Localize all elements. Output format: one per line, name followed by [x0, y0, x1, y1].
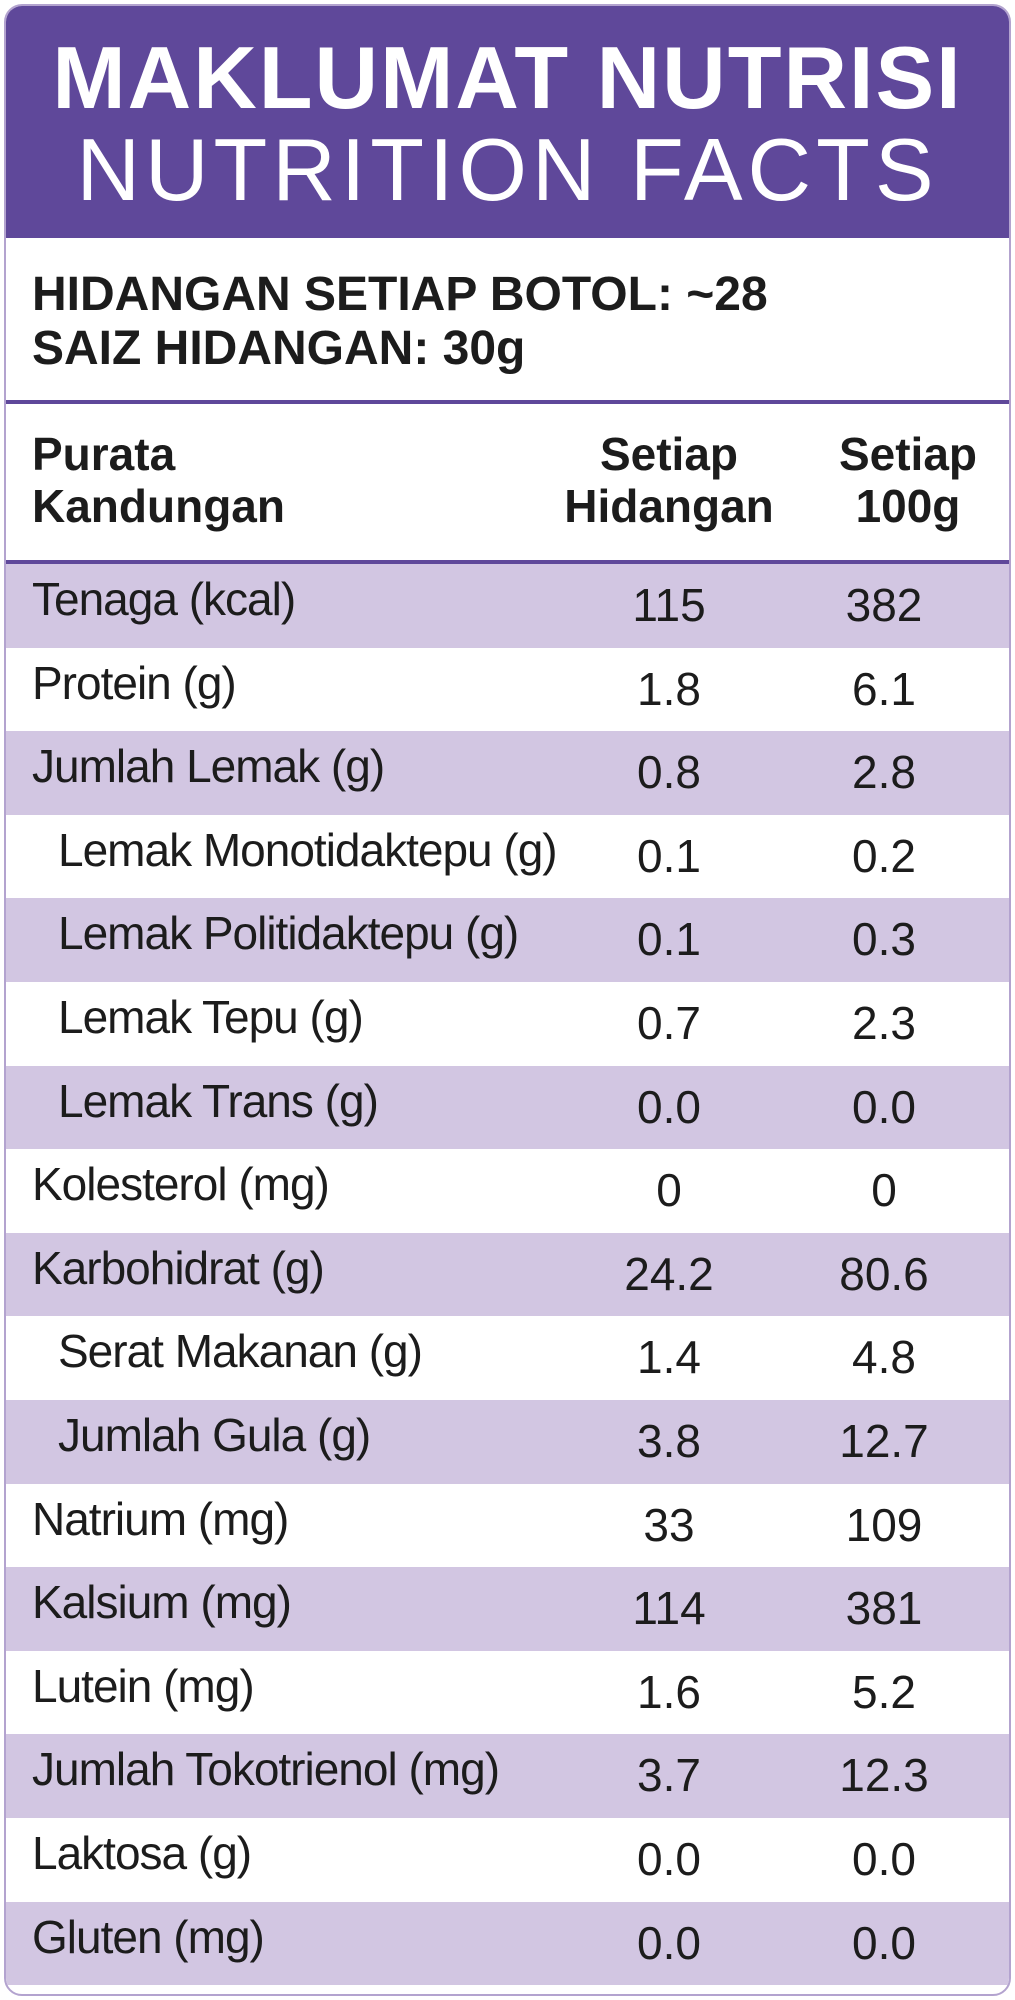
nutrient-name: Natrium (mg)	[32, 1492, 289, 1545]
table-row: Lemak Tepu (g) 0.7 2.3	[6, 982, 1009, 1066]
table-row: Lemak Monotidaktepu (g) 0.1 0.2	[6, 815, 1009, 899]
table-row: Jumlah Lemak (g) 0.8 2.8	[6, 731, 1009, 815]
serving-size: SAIZ HIDANGAN: 30g	[32, 322, 526, 375]
per-serving-value: 114	[632, 1582, 706, 1635]
nutrient-name: Kalsium (mg)	[32, 1576, 292, 1629]
title-english: NUTRITION FACTS	[76, 120, 939, 219]
table-row: Karbohidrat (g) 24.2 80.6	[6, 1232, 1009, 1317]
per-serving-value: 0.8	[637, 746, 701, 799]
per-serving-value: 0.0	[637, 1080, 701, 1133]
table-row: Natrium (mg) 33 109	[6, 1484, 1009, 1568]
table-row: Jumlah Gula (g) 3.8 12.7	[6, 1399, 1009, 1484]
table-row: Laktosa (g) 0.0 0.0	[6, 1818, 1009, 1902]
nutrient-name: Laktosa (g)	[32, 1826, 252, 1879]
table-row: Protein (g) 1.8 6.1	[6, 648, 1009, 732]
per-100g-value: 0.2	[852, 829, 916, 882]
nutrient-name: Karbohidrat (g)	[32, 1241, 325, 1294]
table-row: Serat Makanan (g) 1.4 4.8	[6, 1316, 1009, 1400]
table-row: Lutein (mg) 1.6 5.2	[6, 1651, 1009, 1735]
per-100g-value: 381	[845, 1582, 923, 1635]
title-banner: MAKLUMAT NUTRISI NUTRITION FACTS	[6, 6, 1009, 238]
nutrient-name: Jumlah Tokotrienol (mg)	[32, 1743, 500, 1796]
per-serving-line1: Setiap	[599, 428, 739, 480]
nutrient-name: Serat Makanan (g)	[58, 1325, 423, 1378]
per-serving-value: 0.0	[637, 1916, 701, 1969]
table-row: Lemak Politidaktepu (g) 0.1 0.3	[6, 898, 1009, 982]
nutrient-name: Lemak Trans (g)	[58, 1074, 379, 1127]
per-100g-value: 2.3	[852, 996, 916, 1049]
nutrient-name: Lemak Politidaktepu (g)	[58, 907, 519, 960]
nutrient-name: Gluten (mg)	[32, 1910, 265, 1963]
per-serving-value: 0.1	[637, 829, 701, 882]
column-header-label: Purata Kandungan	[32, 428, 285, 532]
per-serving-value: 0.0	[637, 1832, 701, 1885]
per-serving-value: 115	[632, 579, 706, 631]
per-100g-value: 5.2	[852, 1665, 916, 1718]
column-header: Purata Kandungan Setiap Hidangan Setiap …	[6, 404, 1009, 564]
title-malay: MAKLUMAT NUTRISI	[52, 28, 963, 127]
per-100g-value: 0.0	[852, 1916, 916, 1969]
table-row: Kolesterol (mg) 0 0	[6, 1149, 1009, 1233]
table-row: Gluten (mg) 0.0 0.0	[6, 1901, 1009, 1986]
nutrient-name: Lemak Monotidaktepu (g)	[58, 823, 558, 876]
nutrient-name: Tenaga (kcal)	[32, 573, 296, 625]
per-100g-value: 80.6	[839, 1247, 929, 1300]
nutrient-table: Tenaga (kcal) 115 382 Protein (g) 1.8 6.…	[6, 564, 1009, 1986]
per-serving-value: 3.7	[637, 1749, 701, 1802]
per-100g-value: 4.8	[852, 1331, 916, 1384]
per-serving-value: 33	[643, 1498, 695, 1551]
nutrient-name: Lutein (mg)	[32, 1659, 255, 1712]
per-100g-value: 109	[845, 1498, 923, 1551]
column-label-line1: Purata	[32, 428, 176, 480]
per-serving-value: 0.1	[637, 913, 701, 966]
per-100g-value: 0.0	[852, 1832, 916, 1885]
column-header-per-100g: Setiap 100g	[810, 428, 1006, 532]
per-100g-value: 0.3	[852, 913, 916, 966]
per-serving-line2: Hidangan	[564, 480, 774, 532]
table-row: Jumlah Tokotrienol (mg) 3.7 12.3	[6, 1734, 1009, 1818]
per-serving-value: 1.6	[637, 1665, 701, 1718]
table-row: Lemak Trans (g) 0.0 0.0	[6, 1065, 1009, 1150]
table-row: Tenaga (kcal) 115 382	[6, 564, 1009, 648]
per-serving-value: 24.2	[624, 1247, 714, 1300]
per-100g-value: 382	[845, 579, 923, 631]
nutrient-name: Protein (g)	[32, 656, 237, 709]
serving-info: HIDANGAN SETIAP BOTOL: ~28 SAIZ HIDANGAN…	[6, 238, 1009, 404]
per-100g-value: 6.1	[852, 662, 916, 715]
per-serving-value: 3.8	[637, 1414, 701, 1467]
servings-per-bottle: HIDANGAN SETIAP BOTOL: ~28	[32, 268, 768, 321]
per-serving-value: 0	[656, 1164, 682, 1217]
nutrient-name: Jumlah Gula (g)	[58, 1408, 371, 1461]
nutrient-name: Lemak Tepu (g)	[58, 990, 364, 1043]
per-100g-value: 0.0	[852, 1080, 916, 1133]
per-serving-value: 0.7	[637, 996, 701, 1049]
per-100g-value: 0	[871, 1164, 897, 1217]
per-100g-line2: 100g	[855, 480, 961, 532]
nutrition-facts-panel: MAKLUMAT NUTRISI NUTRITION FACTS HIDANGA…	[4, 4, 1011, 1996]
per-100g-value: 12.3	[839, 1749, 929, 1802]
per-100g-value: 12.7	[839, 1414, 929, 1467]
nutrient-name: Jumlah Lemak (g)	[32, 740, 385, 793]
column-header-per-serving: Setiap Hidangan	[536, 428, 802, 532]
per-100g-line1: Setiap	[838, 428, 978, 480]
per-serving-value: 1.4	[637, 1331, 701, 1384]
column-label-line2: Kandungan	[32, 480, 285, 532]
table-row: Kalsium (mg) 114 381	[6, 1567, 1009, 1651]
per-100g-value: 2.8	[852, 746, 916, 799]
nutrient-name: Kolesterol (mg)	[32, 1158, 330, 1211]
per-serving-value: 1.8	[637, 662, 701, 715]
